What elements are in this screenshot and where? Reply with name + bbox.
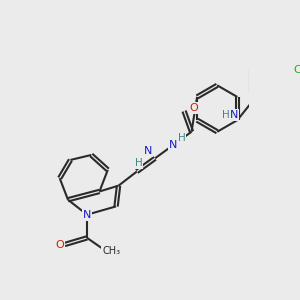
Text: H: H xyxy=(178,133,185,142)
Text: CH₃: CH₃ xyxy=(102,246,120,256)
Text: N: N xyxy=(169,140,178,150)
Text: O: O xyxy=(55,239,64,250)
Text: H: H xyxy=(135,158,142,168)
Text: N: N xyxy=(144,146,153,156)
Text: O: O xyxy=(190,103,198,113)
Text: H: H xyxy=(222,110,230,120)
Text: Cl: Cl xyxy=(293,64,300,75)
Text: N: N xyxy=(230,110,238,120)
Text: N: N xyxy=(83,210,91,220)
